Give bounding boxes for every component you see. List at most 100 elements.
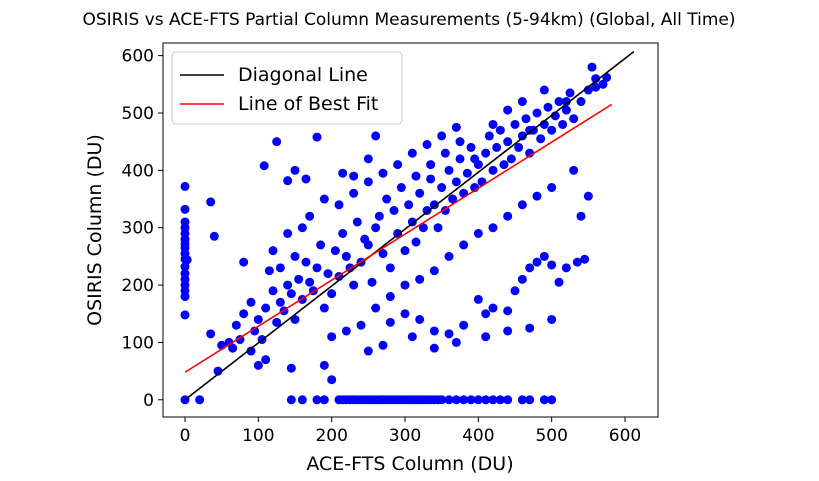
- scatter-point: [484, 131, 494, 141]
- scatter-point: [473, 160, 483, 170]
- scatter-point: [239, 309, 249, 319]
- scatter-point: [426, 174, 436, 184]
- scatter-point: [363, 177, 373, 187]
- scatter-point: [290, 165, 300, 175]
- y-tick-label: 300: [122, 219, 154, 239]
- scatter-point: [587, 62, 597, 72]
- scatter-point: [327, 375, 337, 385]
- scatter-point: [525, 263, 535, 273]
- scatter-point: [503, 211, 513, 221]
- scatter-point: [268, 246, 278, 256]
- scatter-point: [180, 310, 190, 320]
- scatter-point: [356, 320, 366, 330]
- scatter-point: [286, 289, 296, 299]
- scatter-point: [349, 280, 359, 290]
- scatter-point: [429, 326, 439, 336]
- scatter-point: [323, 269, 333, 279]
- scatter-point: [305, 277, 315, 287]
- scatter-point: [206, 329, 216, 339]
- scatter-point: [444, 251, 454, 261]
- scatter-point: [583, 191, 593, 201]
- x-tick-label: 200: [315, 426, 347, 446]
- y-tick-label: 0: [143, 391, 154, 411]
- scatter-point: [246, 297, 256, 307]
- x-axis-label: ACE-FTS Column (DU): [306, 453, 513, 475]
- scatter-point: [367, 277, 377, 287]
- scatter-point: [400, 280, 410, 290]
- scatter-point: [451, 395, 461, 405]
- scatter-point: [448, 194, 458, 204]
- scatter-point: [444, 329, 454, 339]
- scatter-point: [473, 395, 483, 405]
- scatter-point: [290, 251, 300, 261]
- scatter-point: [580, 254, 590, 264]
- scatter-point: [418, 223, 428, 233]
- scatter-point: [246, 346, 256, 356]
- scatter-point: [338, 168, 348, 178]
- scatter-point: [488, 165, 498, 175]
- scatter-point: [422, 140, 432, 150]
- scatter-point: [327, 289, 337, 299]
- scatter-point: [316, 240, 326, 250]
- scatter-point: [598, 79, 608, 89]
- scatter-point: [411, 237, 421, 247]
- scatter-point: [334, 200, 344, 210]
- scatter-point: [312, 395, 322, 405]
- scatter-point: [264, 266, 274, 276]
- scatter-point: [451, 122, 461, 132]
- scatter-point: [510, 286, 520, 296]
- scatter-point: [385, 317, 395, 327]
- scatter-point: [488, 303, 498, 313]
- scatter-point: [488, 119, 498, 129]
- scatter-point: [429, 343, 439, 353]
- scatter-point: [499, 160, 509, 170]
- scatter-point: [437, 395, 447, 405]
- scatter-point: [378, 249, 388, 259]
- scatter-point: [352, 217, 362, 227]
- scatter-point: [466, 142, 476, 152]
- scatter-point: [576, 211, 586, 221]
- scatter-point: [407, 332, 417, 342]
- scatter-point: [272, 317, 282, 327]
- series-line: [184, 103, 613, 373]
- scatter-point: [539, 251, 549, 261]
- scatter-point: [389, 205, 399, 215]
- scatter-point: [297, 223, 307, 233]
- scatter-point: [426, 160, 436, 170]
- y-tick-label: 400: [122, 161, 154, 181]
- scatter-point: [396, 183, 406, 193]
- scatter-points: [180, 62, 612, 405]
- y-tick-label: 600: [122, 47, 154, 67]
- scatter-point: [561, 105, 571, 115]
- chart-title: OSIRIS vs ACE-FTS Partial Column Measure…: [82, 10, 735, 30]
- scatter-point: [532, 191, 542, 201]
- x-axis-ticks: 0 100 200 300 400 500 600: [180, 417, 641, 446]
- scatter-point: [433, 223, 443, 233]
- series-line: [184, 50, 635, 401]
- scatter-point: [341, 251, 351, 261]
- scatter-point: [503, 306, 513, 316]
- scatter-point: [466, 395, 476, 405]
- scatter-point: [481, 309, 491, 319]
- y-tick-label: 100: [122, 333, 154, 353]
- scatter-point: [286, 395, 296, 405]
- scatter-point: [437, 131, 447, 141]
- scatter-point: [539, 395, 549, 405]
- scatter-point: [495, 395, 505, 405]
- scatter-point: [543, 102, 553, 112]
- scatter-point: [261, 303, 271, 313]
- scatter-point: [301, 257, 311, 267]
- x-tick-label: 400: [462, 426, 494, 446]
- scatter-point: [547, 183, 557, 193]
- scatter-point: [510, 119, 520, 129]
- scatter-point: [338, 228, 348, 238]
- scatter-point: [272, 137, 282, 147]
- legend-label-best-fit: Line of Best Fit: [238, 93, 378, 115]
- scatter-point: [268, 286, 278, 296]
- scatter-point: [558, 119, 568, 129]
- scatter-point: [525, 395, 535, 405]
- scatter-point: [378, 340, 388, 350]
- scatter-point: [521, 114, 531, 124]
- scatter-point: [569, 165, 579, 175]
